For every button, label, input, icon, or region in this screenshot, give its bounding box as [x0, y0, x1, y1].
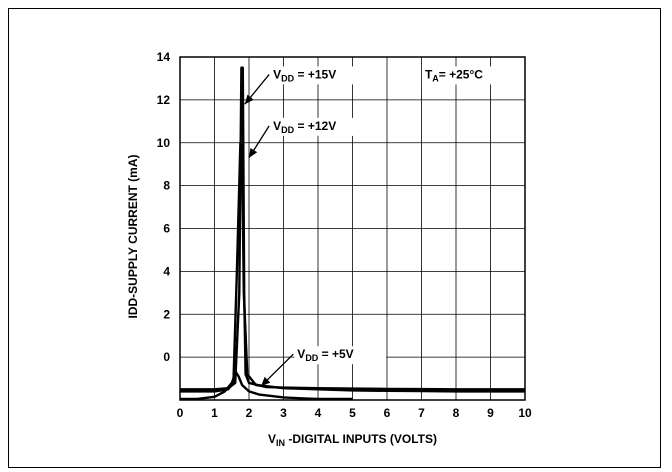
- y-tick-label: 0: [163, 350, 170, 364]
- y-axis-label: IDD-SUPPLY CURRENT (mA): [126, 154, 140, 318]
- annotation-arrowhead-3: [261, 376, 271, 387]
- y-tick-label: 4: [163, 264, 170, 278]
- plot-area-border: [179, 56, 526, 401]
- x-tick-label: 9: [487, 406, 494, 420]
- annotations: VDD = +15V VDD = +12V VDD = +5V TA= +25°C: [244, 66, 514, 387]
- series-line-3: [180, 370, 353, 401]
- chart-frame: [8, 8, 661, 468]
- x-tick-labels: 0 1 2 3 4 5 6 7 8 9 10: [177, 406, 532, 420]
- x-tick-label: 5: [349, 406, 356, 420]
- y-tick-label: 14: [157, 50, 171, 64]
- y-tick-label: 12: [157, 93, 171, 107]
- series-group: [180, 66, 525, 401]
- x-tick-label: 7: [418, 406, 425, 420]
- annotation-background: [294, 346, 387, 365]
- x-tick-label: 2: [246, 406, 253, 420]
- annotation-label-3: VDD = +5V: [297, 347, 353, 363]
- y-tick-label: 10: [157, 136, 171, 150]
- annotation-background: [270, 66, 363, 85]
- annotation-label-4: TA= +25°C: [425, 67, 483, 83]
- annotation-background: [421, 66, 514, 85]
- y-tick-labels: 0 2 4 6 8 10 12 14: [157, 50, 171, 364]
- x-axis-label: VIN -DIGITAL INPUTS (VOLTS): [268, 432, 437, 448]
- annotation-label-2: VDD = +12V: [273, 119, 336, 135]
- x-tick-label: 1: [211, 406, 218, 420]
- annotation-background: [270, 117, 363, 136]
- annotation-arrowhead-2: [249, 148, 258, 158]
- x-tick-label: 3: [280, 406, 287, 420]
- x-tick-label: 6: [384, 406, 391, 420]
- x-tick-label: 10: [518, 406, 532, 420]
- x-tick-label: 8: [453, 406, 460, 420]
- series-line-1: [180, 66, 525, 391]
- x-tick-label: 4: [315, 406, 322, 420]
- y-tick-label: 6: [163, 222, 170, 236]
- annotation-arrowhead-1: [244, 94, 254, 105]
- annotation-label-1: VDD = +15V: [273, 67, 336, 83]
- x-tick-label: 0: [177, 406, 184, 420]
- y-tick-label: 2: [163, 307, 170, 321]
- y-tick-label: 8: [163, 179, 170, 193]
